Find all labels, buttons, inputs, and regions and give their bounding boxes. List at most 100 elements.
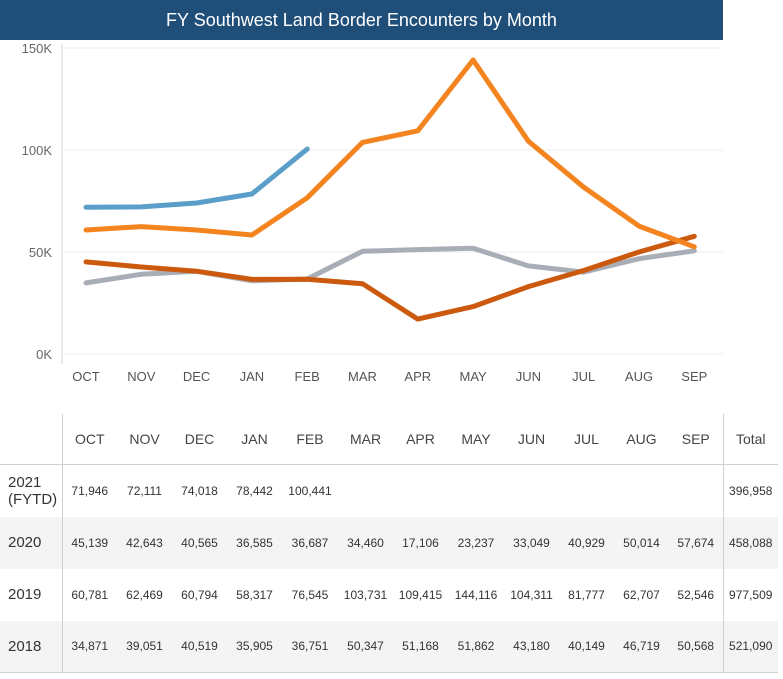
series-line-2021 [83, 146, 310, 210]
y-tick-label: 100K [22, 143, 53, 158]
y-tick-label: 150K [22, 41, 53, 56]
y-tick-label: 50K [29, 245, 52, 260]
table-cell: 74,018 [172, 464, 227, 517]
data-table: OCT NOV DEC JAN FEB MAR APR MAY JUN JUL AUG SEP Tota… [0, 414, 778, 673]
table-cell: 103,731 [343, 587, 388, 602]
x-tick-label: JAN [240, 369, 265, 384]
table-cell: 36,751 [282, 620, 338, 673]
x-tick-label: SEP [681, 369, 707, 384]
series-line-2020 [83, 233, 697, 322]
table-cell: 50,014 [623, 535, 660, 550]
x-tick-label: MAR [348, 369, 377, 384]
table-header-month: JUN [517, 431, 546, 447]
x-tick-label: JUL [572, 369, 595, 384]
x-tick-label: NOV [127, 369, 156, 384]
table-cell: 40,929 [568, 535, 605, 550]
table-cell: 60,794 [181, 587, 218, 602]
table-cell: 34,460 [347, 535, 384, 550]
row-year-sub: (FYTD) [8, 490, 58, 508]
row-year-label: 2018 [0, 620, 63, 673]
table-header-month: FEB [296, 431, 324, 447]
table-cell: 34,871 [62, 620, 117, 673]
table-cell: 52,546 [677, 587, 715, 602]
table-cell: 58,317 [236, 587, 273, 602]
row-year: 2020 [8, 534, 42, 551]
table-cell-total: 396,958 [722, 464, 778, 517]
row-year: 2018 [8, 637, 42, 655]
table-cell [614, 464, 669, 517]
x-tick-label: FEB [295, 369, 320, 384]
table-header-month: AUG [626, 431, 657, 447]
table-row: 2019 60,781 62,469 60,794 58,317 76,545 103,73… [0, 568, 778, 621]
table-cell-total: 977,509 [722, 568, 778, 621]
row-year-label: 2021 (FYTD) [0, 464, 63, 517]
table-cell: 76,545 [291, 587, 329, 602]
table-cell-total: 521,090 [722, 620, 778, 673]
table-cell [669, 464, 723, 517]
table-corner [0, 414, 63, 465]
table-header-month: OCT [74, 431, 105, 447]
table-cell: 50,568 [669, 620, 723, 673]
table-cell [393, 464, 448, 517]
table-header-total: Total [722, 414, 778, 465]
table-cell: 40,519 [172, 620, 227, 673]
table-cell: 43,180 [504, 620, 559, 673]
table-header-month: NOV [129, 431, 160, 447]
line-chart: 0K 50K 100K 150K OCT NOV DEC JAN FEB MAR APR MAY JU… [22, 41, 723, 384]
table-header-month: JUL [574, 431, 599, 447]
table-cell: 100,441 [282, 464, 338, 517]
table-cell: 109,415 [398, 587, 443, 602]
table-cell: 62,707 [623, 587, 660, 602]
table-cell: 144,116 [454, 587, 498, 602]
x-tick-label: AUG [625, 369, 653, 384]
table-cell: 40,565 [181, 535, 218, 550]
table-cell: 17,106 [402, 535, 439, 550]
table-row: 2021 (FYTD) 71,946 72,111 74,018 78,442 100,44… [0, 464, 778, 517]
table-cell: 36,585 [236, 535, 273, 550]
table-cell: 60,781 [71, 587, 109, 602]
y-tick-label: 0K [36, 347, 52, 362]
table-cell: 51,862 [448, 620, 504, 673]
table-header-month: DEC [184, 431, 215, 447]
table-row: 2020 45,139 42,643 40,565 36,585 36,687 34,460… [0, 516, 778, 569]
row-year: 2019 [8, 586, 42, 603]
table-cell: 50,347 [338, 620, 393, 673]
table-header-month: APR [406, 431, 435, 447]
table-cell: 51,168 [393, 620, 448, 673]
chart-title: FY Southwest Land Border Encounters by M… [0, 0, 723, 40]
table-row: 2018 34,871 39,051 40,519 35,905 36,751 50,347… [0, 620, 778, 673]
table-header-row: OCT NOV DEC JAN FEB MAR APR MAY JUN JUL AUG SEP Tota… [0, 414, 778, 465]
table-cell: 57,674 [677, 535, 715, 550]
table-cell: 104,311 [510, 587, 553, 602]
table-cell: 71,946 [62, 464, 117, 517]
x-tick-label: OCT [72, 369, 100, 384]
table-cell [338, 464, 393, 517]
table-header-month: MAR [349, 431, 382, 447]
table-cell: 40,149 [559, 620, 614, 673]
table-cell [448, 464, 504, 517]
table-cell: 46,719 [614, 620, 669, 673]
x-tick-label: JUN [516, 369, 541, 384]
table-cell: 23,237 [457, 535, 495, 550]
table-cell: 39,051 [117, 620, 172, 673]
table-cell: 36,687 [291, 535, 329, 550]
table-cell: 45,139 [71, 535, 109, 550]
series-line-2019 [83, 57, 697, 250]
table-header-month: SEP [681, 431, 710, 447]
table-cell [504, 464, 559, 517]
table-cell: 33,049 [513, 535, 550, 550]
table-cell: 81,777 [568, 587, 605, 602]
table-header-month: JAN [241, 431, 268, 447]
x-tick-label: DEC [183, 369, 210, 384]
table-cell: 78,442 [227, 464, 282, 517]
table-cell [559, 464, 614, 517]
x-tick-label: APR [404, 369, 431, 384]
row-year-label: 2019 [0, 568, 63, 621]
table-cell: 62,469 [126, 587, 163, 602]
row-year: 2021 [8, 473, 42, 491]
table-cell: 35,905 [227, 620, 282, 673]
table-cell: 72,111 [117, 464, 172, 517]
table-cell: 42,643 [126, 535, 163, 550]
row-year-label: 2020 [0, 516, 63, 569]
table-cell-total: 458,088 [722, 516, 778, 569]
